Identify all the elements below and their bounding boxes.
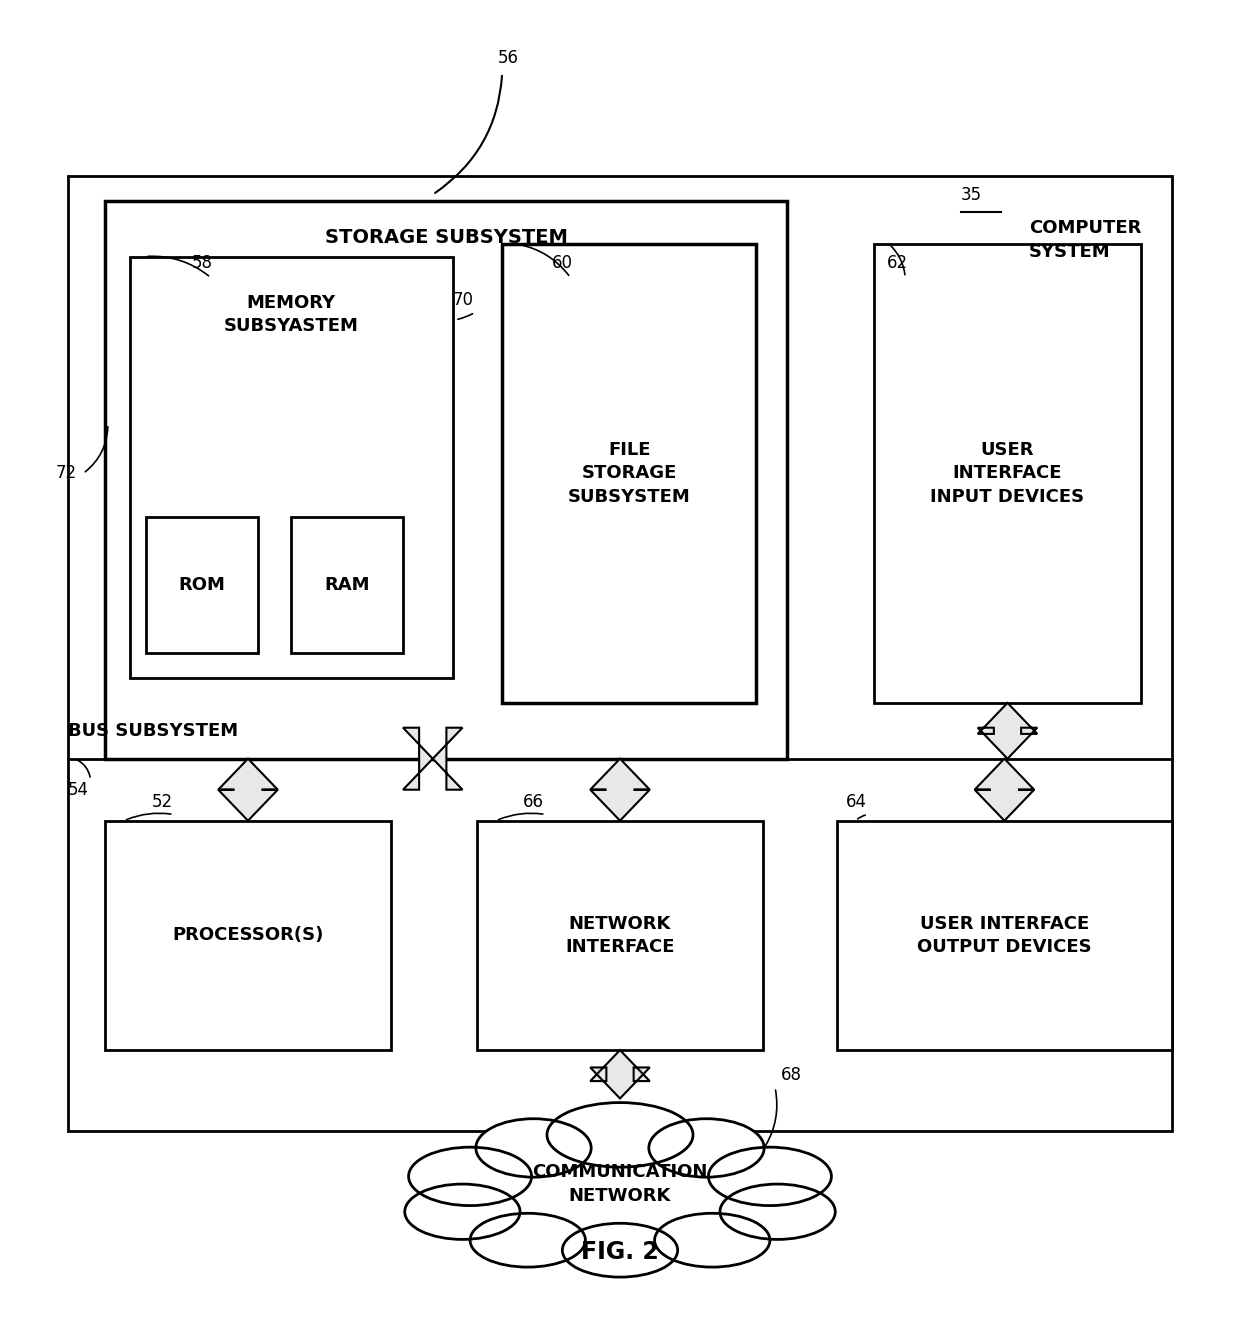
Text: COMMUNICATION
NETWORK: COMMUNICATION NETWORK: [532, 1163, 708, 1204]
Bar: [146, 517, 258, 653]
Text: PROCESSOR(S): PROCESSOR(S): [172, 926, 324, 944]
Text: 70: 70: [453, 291, 474, 309]
Ellipse shape: [408, 1148, 532, 1206]
Ellipse shape: [547, 1103, 693, 1167]
Polygon shape: [590, 758, 650, 820]
Bar: [837, 820, 1172, 1050]
Text: NETWORK
INTERFACE: NETWORK INTERFACE: [565, 914, 675, 956]
Polygon shape: [590, 1050, 650, 1099]
Text: FILE
STORAGE
SUBSYSTEM: FILE STORAGE SUBSYSTEM: [568, 441, 691, 506]
Text: 60: 60: [552, 253, 573, 272]
Ellipse shape: [720, 1184, 836, 1240]
Bar: [291, 517, 403, 653]
Text: 66: 66: [523, 793, 544, 811]
Polygon shape: [403, 728, 463, 790]
Text: MEMORY
SUBSYASTEM: MEMORY SUBSYASTEM: [224, 294, 358, 335]
Polygon shape: [977, 703, 1037, 758]
Text: FIG. 2: FIG. 2: [582, 1240, 658, 1264]
Text: 35: 35: [961, 186, 982, 203]
Ellipse shape: [428, 1121, 812, 1260]
Bar: [68, 175, 1172, 1130]
Ellipse shape: [655, 1213, 770, 1268]
Text: STORAGE SUBSYSTEM: STORAGE SUBSYSTEM: [325, 228, 568, 247]
Ellipse shape: [563, 1223, 677, 1277]
Bar: [502, 244, 756, 703]
Text: 56: 56: [498, 49, 518, 67]
Text: USER INTERFACE
OUTPUT DEVICES: USER INTERFACE OUTPUT DEVICES: [918, 914, 1091, 956]
Text: RAM: RAM: [325, 576, 370, 594]
Bar: [477, 820, 763, 1050]
Ellipse shape: [708, 1148, 832, 1206]
Bar: [130, 256, 453, 678]
Text: 68: 68: [781, 1066, 802, 1084]
Text: 64: 64: [846, 793, 867, 811]
Ellipse shape: [476, 1119, 591, 1177]
Ellipse shape: [470, 1213, 585, 1268]
Text: 52: 52: [151, 793, 172, 811]
Polygon shape: [975, 758, 1034, 820]
Bar: [105, 820, 391, 1050]
Text: BUS SUBSYSTEM: BUS SUBSYSTEM: [68, 721, 238, 740]
Ellipse shape: [404, 1184, 520, 1240]
Text: 72: 72: [56, 464, 77, 483]
Text: ROM: ROM: [179, 576, 226, 594]
Text: COMPUTER
SYSTEM: COMPUTER SYSTEM: [1029, 219, 1142, 261]
Bar: [105, 200, 787, 758]
Bar: [874, 244, 1141, 703]
Text: 62: 62: [887, 253, 908, 272]
Text: USER
INTERFACE
INPUT DEVICES: USER INTERFACE INPUT DEVICES: [930, 441, 1085, 506]
Text: 58: 58: [192, 253, 213, 272]
Ellipse shape: [649, 1119, 764, 1177]
Polygon shape: [218, 758, 278, 820]
Text: 54: 54: [68, 781, 89, 799]
